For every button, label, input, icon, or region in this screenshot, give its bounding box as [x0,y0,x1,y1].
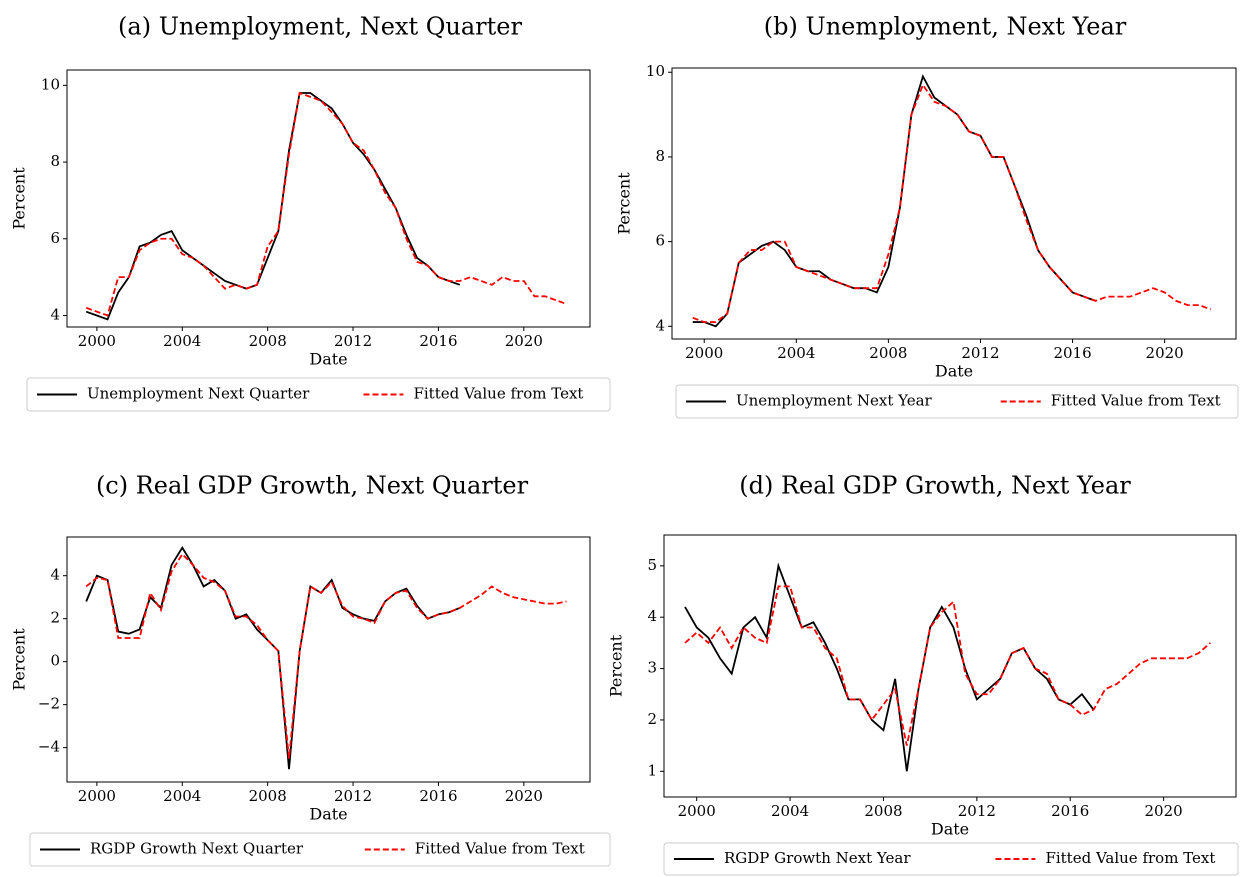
x-tick-label: 2016 [419,787,457,805]
legend-label: Fitted Value from Text [415,840,585,858]
x-tick-label: 2008 [864,802,902,820]
y-tick-label: −4 [38,738,60,756]
x-tick-label: 2012 [958,802,996,820]
chart-title: (a) Unemployment, Next Quarter [118,13,522,41]
y-tick-label: 10 [646,62,665,80]
series-line [692,74,1096,328]
x-tick-label: 2016 [419,332,457,350]
legend-label: Unemployment Next Year [736,392,933,410]
y-tick-label: 5 [647,556,657,574]
y-tick-label: 6 [655,232,665,250]
legend-label: Fitted Value from Text [1051,392,1221,410]
y-tick-label: 4 [647,607,657,625]
y-tick-label: 4 [655,316,665,334]
chart-title: (d) Real GDP Growth, Next Year [739,472,1131,500]
plot-frame [66,536,591,783]
plot-frame [671,67,1237,340]
y-tick-label: 3 [647,659,657,677]
legend-label: RGDP Growth Next Year [724,849,911,867]
x-tick-label: 2008 [249,332,287,350]
x-tick-label: 2004 [163,787,201,805]
legend-label: Fitted Value from Text [413,385,583,403]
legend-box [26,377,611,412]
x-tick-label: 2008 [869,344,907,362]
y-tick-label: 0 [50,652,60,670]
y-tick-label: 8 [50,152,60,170]
y-tick-label: 1 [647,761,657,779]
series-line [85,546,461,770]
x-tick-label: 2020 [1145,802,1183,820]
x-tick-label: 2012 [961,344,999,362]
plot-frame [66,69,591,328]
series-line [684,562,1095,772]
x-tick-label: 2000 [678,802,716,820]
x-tick-label: 2000 [685,344,723,362]
y-tick-label: 4 [50,305,60,323]
x-tick-label: 2020 [505,787,543,805]
series-line [684,585,1211,746]
x-tick-label: 2008 [249,787,287,805]
y-tick-label: 2 [50,609,60,627]
chart-title: (c) Real GDP Growth, Next Quarter [96,472,529,500]
x-axis-label: Date [931,820,969,839]
legend-box [675,384,1239,419]
y-axis-label: Percent [607,634,626,697]
legend-box [663,842,1239,876]
x-tick-label: 2004 [777,344,815,362]
x-tick-label: 2020 [505,332,543,350]
y-tick-label: 4 [50,566,60,584]
chart-title: (b) Unemployment, Next Year [764,13,1127,41]
series-line [85,92,461,321]
y-tick-label: −2 [38,695,60,713]
x-axis-label: Date [309,350,347,369]
y-tick-label: 8 [655,147,665,165]
y-tick-label: 2 [647,710,657,728]
series-line [85,91,567,317]
series-line [85,552,567,759]
legend-label: Fitted Value from Text [1045,849,1215,867]
x-tick-label: 2000 [78,787,116,805]
x-tick-label: 2012 [334,787,372,805]
x-axis-label: Date [935,362,973,381]
x-tick-label: 2016 [1051,802,1089,820]
x-tick-label: 2004 [771,802,809,820]
y-axis-label: Percent [10,167,29,230]
y-axis-label: Percent [10,628,29,691]
y-tick-label: 6 [50,229,60,247]
x-tick-label: 2004 [163,332,201,350]
x-tick-label: 2000 [78,332,116,350]
series-line [692,83,1211,323]
legend-label: Unemployment Next Quarter [87,385,310,403]
x-axis-label: Date [309,805,347,824]
x-tick-label: 2012 [334,332,372,350]
x-tick-label: 2020 [1146,344,1184,362]
y-axis-label: Percent [615,172,634,235]
y-tick-label: 10 [41,75,60,93]
x-tick-label: 2016 [1053,344,1091,362]
legend-label: RGDP Growth Next Quarter [90,840,304,858]
plot-frame [663,534,1237,798]
legend-box [29,832,611,867]
